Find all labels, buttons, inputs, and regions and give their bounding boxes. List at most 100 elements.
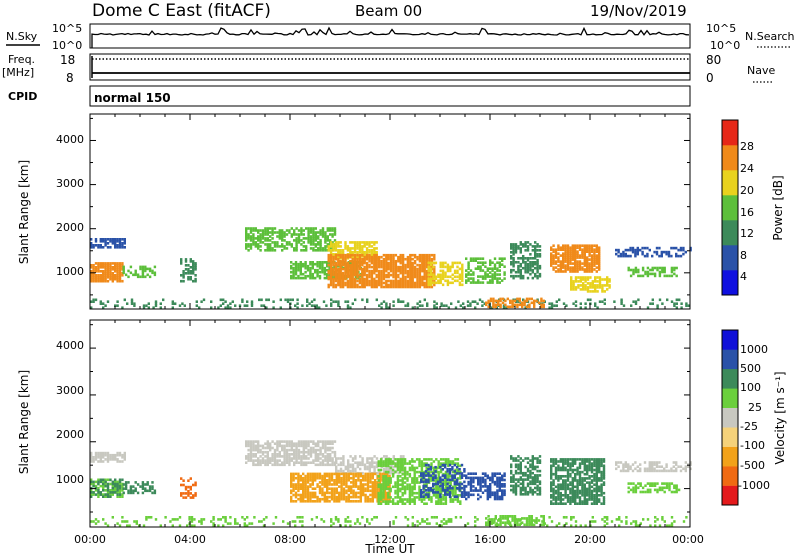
scatter-cell xyxy=(435,481,438,484)
scatter-cell xyxy=(384,460,388,463)
scatter-cell xyxy=(109,266,112,269)
scatter-cell xyxy=(283,245,286,248)
scatter-cell xyxy=(441,482,444,486)
scatter-cell xyxy=(192,262,195,265)
scatter-cell xyxy=(90,493,93,496)
scatter-cell xyxy=(595,260,598,263)
scatter-cell xyxy=(192,270,195,273)
scatter-cell xyxy=(598,266,601,269)
scatter-cell xyxy=(399,281,402,285)
scatter-cell xyxy=(354,455,357,458)
scatter-cell xyxy=(451,460,455,463)
scatter-cell xyxy=(469,259,473,262)
scatter-cell xyxy=(447,458,450,461)
scatter-cell xyxy=(329,459,332,462)
scatter-cell xyxy=(459,470,462,474)
scatter-cell xyxy=(109,246,112,249)
scatter-cell xyxy=(631,246,635,250)
scatter-cell xyxy=(413,460,416,463)
scatter-cell xyxy=(533,299,536,303)
scatter-cell xyxy=(292,270,295,274)
scatter-cell xyxy=(554,248,558,251)
scatter-cell xyxy=(365,275,369,279)
scatter-cell xyxy=(394,481,397,484)
scatter-cell xyxy=(375,461,379,464)
scatter-cell xyxy=(437,475,440,478)
scatter-cell xyxy=(430,500,433,503)
scatter-cell xyxy=(114,276,117,279)
scatter-cell xyxy=(352,495,355,499)
scatter-cell xyxy=(316,274,319,278)
scatter-cell xyxy=(302,493,305,497)
scatter-cell xyxy=(118,264,122,267)
scatter-cell xyxy=(290,491,293,495)
scatter-cell xyxy=(359,491,362,495)
scatter-cell xyxy=(399,489,402,493)
scatter-cell xyxy=(134,481,137,484)
scatter-cell xyxy=(537,301,541,305)
scatter-cell xyxy=(469,480,473,484)
scatter-cell xyxy=(576,254,579,257)
scatter-cell xyxy=(346,281,350,285)
scatter-cell xyxy=(341,275,345,279)
scatter-cell xyxy=(311,493,314,497)
scatter-cell xyxy=(92,493,95,496)
scatter-cell xyxy=(353,259,357,263)
scatter-cell xyxy=(341,251,345,254)
scatter-cell xyxy=(574,270,577,273)
scatter-cell xyxy=(116,460,119,463)
scatter-cell xyxy=(327,245,330,248)
scatter-cell xyxy=(427,463,430,467)
scatter-cell xyxy=(489,267,492,270)
scatter-cell xyxy=(99,270,102,273)
scatter-cell xyxy=(409,269,412,273)
scatter-cell xyxy=(429,474,432,477)
scatter-cell xyxy=(326,487,329,490)
scatter-cell xyxy=(453,474,456,477)
scatter-cell xyxy=(331,446,334,450)
scatter-cell xyxy=(461,279,464,283)
scatter-cell xyxy=(670,274,674,278)
scatter-cell xyxy=(314,459,317,462)
scatter-cell xyxy=(430,479,433,482)
scatter-cell xyxy=(292,500,295,503)
scatter-cell xyxy=(675,306,678,309)
scatter-cell xyxy=(603,278,606,281)
scatter-cell xyxy=(290,479,293,482)
scatter-cell xyxy=(329,265,333,269)
scatter-cell xyxy=(533,305,536,309)
scatter-cell xyxy=(116,266,119,269)
scatter-cell xyxy=(529,471,532,475)
scatter-cell xyxy=(675,302,678,305)
scatter-cell xyxy=(613,300,616,303)
scatter-cell xyxy=(524,465,527,469)
scatter-cell xyxy=(564,252,567,255)
scatter-cell xyxy=(588,250,591,253)
scatter-cell xyxy=(505,306,508,309)
scatter-cell xyxy=(329,271,333,275)
scatter-cell xyxy=(569,258,572,261)
scatter-cell xyxy=(331,450,334,454)
scatter-cell xyxy=(538,493,542,496)
scatter-cell xyxy=(194,494,197,497)
scatter-cell xyxy=(559,466,562,470)
scatter-cell xyxy=(651,266,654,270)
scatter-cell xyxy=(401,257,405,261)
scatter-cell xyxy=(329,257,333,261)
scatter-cell xyxy=(519,488,522,492)
scatter-cell xyxy=(326,485,329,488)
scatter-cell xyxy=(434,482,437,486)
scatter-cell xyxy=(411,494,414,497)
scatter-cell xyxy=(529,257,532,260)
scatter-cell xyxy=(523,301,526,305)
scatter-cell xyxy=(456,261,459,265)
scatter-cell xyxy=(458,482,461,486)
scatter-cell xyxy=(493,277,497,280)
scatter-cell xyxy=(106,262,110,265)
scatter-cell xyxy=(102,480,105,484)
scatter-cell xyxy=(299,495,302,499)
scatter-cell xyxy=(420,493,423,496)
scatter-cell xyxy=(109,240,112,243)
scatter-cell xyxy=(624,252,627,256)
scatter-cell xyxy=(423,298,426,302)
